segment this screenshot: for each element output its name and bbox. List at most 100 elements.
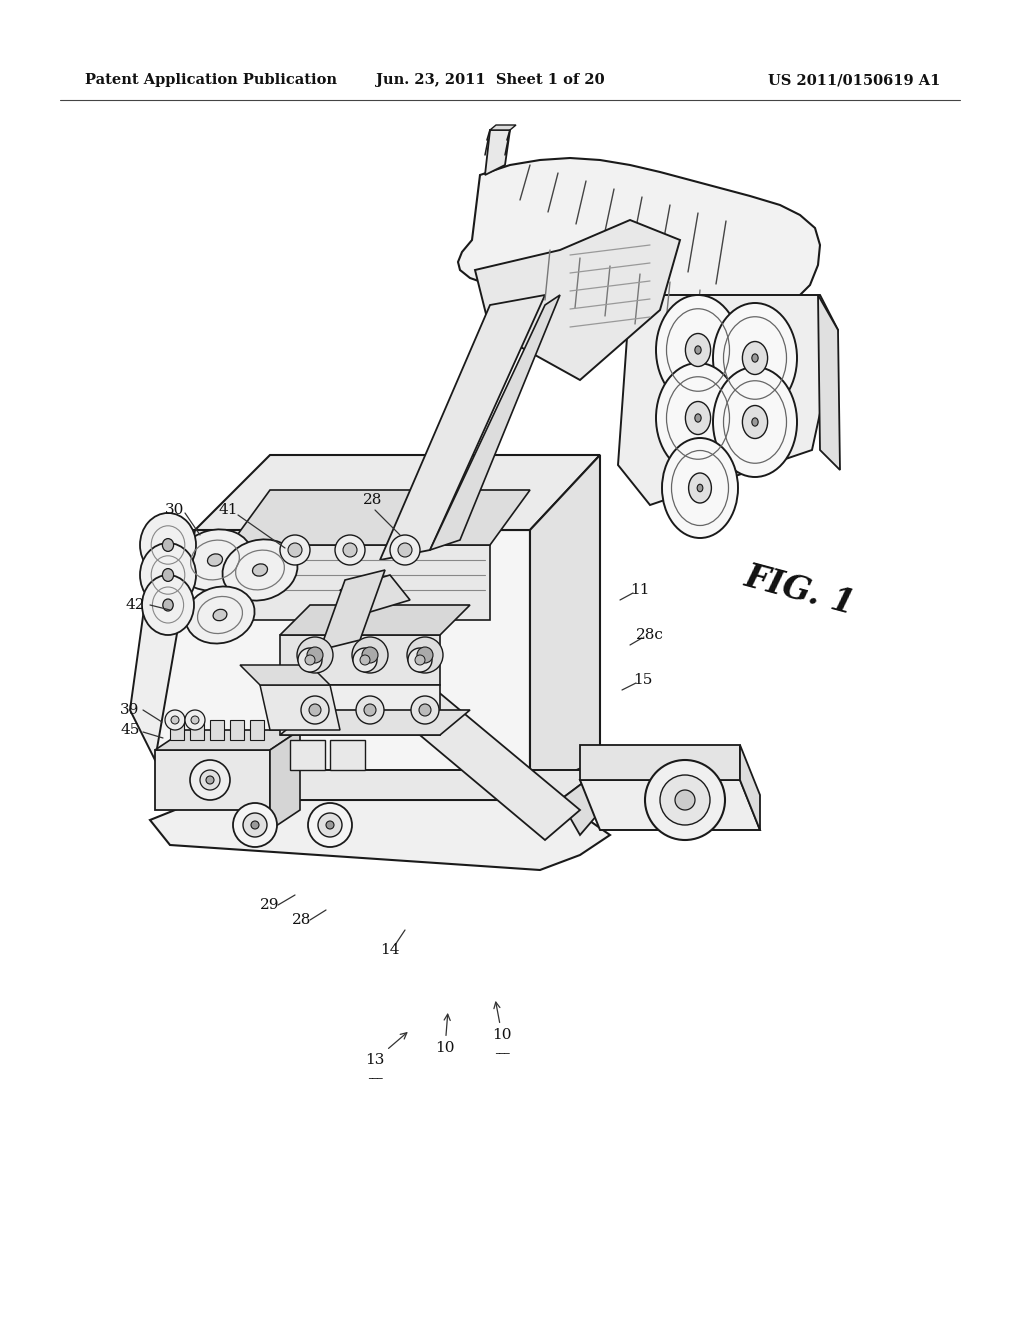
- Circle shape: [308, 803, 352, 847]
- Circle shape: [335, 535, 365, 565]
- Circle shape: [398, 543, 412, 557]
- Circle shape: [415, 655, 425, 665]
- Ellipse shape: [713, 304, 797, 413]
- Polygon shape: [530, 455, 600, 789]
- Polygon shape: [818, 294, 840, 470]
- Text: 28c: 28c: [636, 628, 664, 642]
- Text: Patent Application Publication: Patent Application Publication: [85, 73, 337, 87]
- Ellipse shape: [752, 418, 758, 426]
- Ellipse shape: [695, 346, 701, 354]
- Polygon shape: [280, 605, 470, 635]
- Text: 42: 42: [125, 598, 144, 612]
- Polygon shape: [190, 719, 204, 741]
- Circle shape: [280, 535, 310, 565]
- Text: FIG. 1: FIG. 1: [741, 560, 859, 620]
- Circle shape: [364, 704, 376, 715]
- Ellipse shape: [688, 473, 712, 503]
- Circle shape: [419, 704, 431, 715]
- Circle shape: [251, 821, 259, 829]
- Polygon shape: [200, 770, 600, 800]
- Circle shape: [326, 821, 334, 829]
- Polygon shape: [150, 800, 610, 870]
- Ellipse shape: [253, 564, 267, 576]
- Polygon shape: [195, 455, 600, 531]
- Polygon shape: [380, 294, 545, 560]
- Circle shape: [417, 647, 433, 663]
- Text: 15: 15: [633, 673, 652, 686]
- Ellipse shape: [685, 334, 711, 367]
- Polygon shape: [319, 570, 385, 649]
- Polygon shape: [280, 710, 470, 735]
- Polygon shape: [280, 635, 440, 685]
- Text: 41: 41: [218, 503, 238, 517]
- Circle shape: [407, 638, 443, 673]
- Polygon shape: [280, 685, 440, 735]
- Polygon shape: [430, 294, 560, 550]
- Circle shape: [356, 696, 384, 723]
- Circle shape: [206, 776, 214, 784]
- Circle shape: [645, 760, 725, 840]
- Ellipse shape: [222, 540, 298, 601]
- Circle shape: [243, 813, 267, 837]
- Text: 14: 14: [380, 942, 399, 957]
- Polygon shape: [270, 730, 300, 830]
- Circle shape: [200, 770, 220, 789]
- Polygon shape: [155, 531, 530, 850]
- Circle shape: [307, 647, 323, 663]
- Polygon shape: [260, 685, 340, 730]
- Text: 39: 39: [120, 704, 139, 717]
- Polygon shape: [155, 750, 270, 810]
- Text: ___: ___: [495, 1044, 509, 1053]
- Ellipse shape: [140, 543, 196, 607]
- Polygon shape: [618, 294, 838, 506]
- Circle shape: [353, 648, 377, 672]
- Ellipse shape: [213, 610, 227, 620]
- Polygon shape: [230, 545, 490, 620]
- Ellipse shape: [656, 294, 740, 405]
- Circle shape: [360, 655, 370, 665]
- Ellipse shape: [142, 576, 194, 635]
- Ellipse shape: [163, 569, 174, 581]
- Circle shape: [233, 803, 278, 847]
- Polygon shape: [290, 741, 325, 770]
- Circle shape: [390, 535, 420, 565]
- Text: 29: 29: [260, 898, 280, 912]
- Polygon shape: [130, 531, 195, 760]
- Text: 13: 13: [366, 1032, 407, 1067]
- Circle shape: [362, 647, 378, 663]
- Ellipse shape: [742, 342, 768, 375]
- Ellipse shape: [713, 367, 797, 477]
- Ellipse shape: [697, 484, 702, 492]
- Ellipse shape: [140, 513, 196, 577]
- Circle shape: [165, 710, 185, 730]
- Text: 10: 10: [435, 1014, 455, 1055]
- Text: US 2011/0150619 A1: US 2011/0150619 A1: [768, 73, 940, 87]
- Circle shape: [305, 655, 315, 665]
- Ellipse shape: [185, 586, 255, 644]
- Circle shape: [185, 710, 205, 730]
- Ellipse shape: [656, 363, 740, 473]
- Polygon shape: [458, 158, 820, 342]
- Ellipse shape: [163, 599, 173, 611]
- Text: 10: 10: [493, 1002, 512, 1041]
- Circle shape: [309, 704, 321, 715]
- Polygon shape: [740, 744, 760, 830]
- Polygon shape: [250, 719, 264, 741]
- Circle shape: [171, 715, 179, 723]
- Circle shape: [343, 543, 357, 557]
- Polygon shape: [490, 125, 516, 129]
- Text: 30: 30: [165, 503, 184, 517]
- Circle shape: [660, 775, 710, 825]
- Circle shape: [408, 648, 432, 672]
- Text: 11: 11: [630, 583, 650, 597]
- Polygon shape: [560, 770, 610, 836]
- Ellipse shape: [177, 529, 253, 590]
- Circle shape: [318, 813, 342, 837]
- Polygon shape: [580, 780, 760, 830]
- Text: Jun. 23, 2011  Sheet 1 of 20: Jun. 23, 2011 Sheet 1 of 20: [376, 73, 604, 87]
- Polygon shape: [580, 744, 740, 780]
- Circle shape: [411, 696, 439, 723]
- Polygon shape: [230, 719, 244, 741]
- Circle shape: [191, 715, 199, 723]
- Text: 45: 45: [120, 723, 139, 737]
